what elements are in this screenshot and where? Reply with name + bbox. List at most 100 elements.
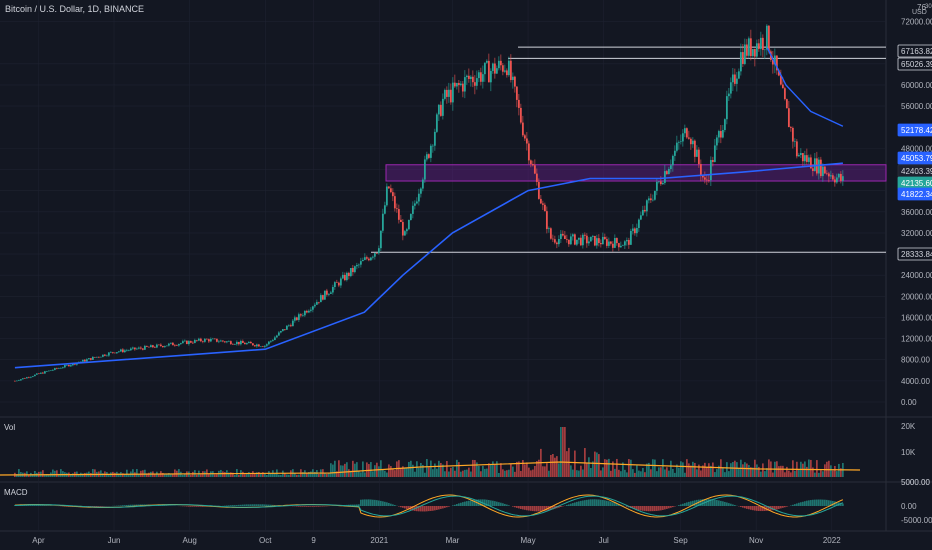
macd-bar bbox=[604, 500, 606, 506]
currency-label[interactable]: USD bbox=[912, 9, 927, 16]
macd-bar bbox=[618, 504, 620, 506]
volume-bar bbox=[348, 469, 350, 477]
candle-body bbox=[291, 320, 294, 327]
price-tag[interactable]: 45053.79 bbox=[897, 151, 932, 165]
volume-bar bbox=[182, 474, 184, 477]
volume-bar bbox=[148, 472, 150, 477]
candle-body bbox=[831, 175, 834, 180]
macd-bar bbox=[390, 503, 392, 506]
macd-bar bbox=[468, 500, 470, 506]
macd-bar bbox=[822, 499, 824, 506]
time-tick-label: Apr bbox=[32, 536, 45, 545]
candle-body bbox=[837, 173, 840, 178]
candle-body bbox=[61, 367, 64, 369]
volume-bar bbox=[576, 470, 578, 477]
macd-bar bbox=[610, 501, 612, 506]
volume-bar bbox=[554, 457, 556, 477]
price-tag-box bbox=[897, 44, 932, 58]
volume-bar bbox=[586, 463, 588, 477]
candle-body bbox=[565, 239, 568, 240]
price-tag[interactable]: 28333.84 bbox=[897, 247, 932, 261]
candle-body bbox=[491, 63, 494, 71]
candle-body bbox=[607, 241, 610, 246]
macd-bar bbox=[836, 501, 838, 506]
volume-bar bbox=[514, 471, 516, 477]
volume-bar bbox=[824, 464, 826, 477]
macd-bar bbox=[670, 506, 672, 508]
volume-bar bbox=[418, 467, 420, 477]
volume-bar bbox=[296, 474, 298, 477]
volume-bar bbox=[334, 460, 336, 477]
candle-body bbox=[379, 230, 382, 249]
volume-bar bbox=[718, 465, 720, 477]
macd-bar bbox=[406, 506, 408, 510]
candle-body bbox=[403, 231, 406, 236]
volume-bar bbox=[666, 467, 668, 477]
volume-bar bbox=[722, 467, 724, 477]
support-zone[interactable] bbox=[385, 164, 887, 182]
macd-bar bbox=[568, 504, 570, 506]
volume-bar bbox=[234, 474, 236, 477]
macd-bar bbox=[824, 499, 826, 506]
volume-bar bbox=[664, 469, 666, 477]
volume-bar bbox=[478, 465, 480, 477]
candle-body bbox=[137, 347, 140, 349]
volume-bar bbox=[538, 459, 540, 477]
candle-series[interactable] bbox=[13, 24, 844, 382]
candle-body bbox=[57, 368, 60, 369]
macd-signal-line[interactable] bbox=[14, 495, 844, 517]
macd-bar bbox=[230, 505, 232, 506]
macd-bar bbox=[202, 506, 204, 507]
macd-bar bbox=[756, 506, 758, 511]
candle-body bbox=[373, 253, 376, 257]
candle-body bbox=[461, 83, 464, 92]
candle-body bbox=[559, 233, 562, 239]
candle-body bbox=[33, 374, 36, 377]
volume-bar bbox=[606, 459, 608, 477]
price-tag[interactable]: 67163.82 bbox=[897, 44, 932, 58]
volume-bar bbox=[244, 474, 246, 477]
volume-bar bbox=[532, 469, 534, 477]
volume-bar bbox=[456, 459, 458, 477]
macd-bar bbox=[832, 500, 834, 506]
price-tag[interactable]: 41822.34 bbox=[897, 187, 932, 201]
volume-pane-label[interactable]: Vol bbox=[4, 423, 16, 432]
volume-bar bbox=[638, 470, 640, 477]
candle-body bbox=[799, 153, 802, 155]
volume-bar bbox=[256, 472, 258, 477]
moving-average-line[interactable] bbox=[14, 162, 843, 369]
symbol-title[interactable]: Bitcoin / U.S. Dollar, 1D, BINANCE bbox=[5, 4, 145, 14]
candle-body bbox=[317, 301, 320, 303]
volume-bar bbox=[570, 465, 572, 477]
candle-body bbox=[761, 37, 764, 50]
price-tag[interactable]: 52178.42 bbox=[897, 123, 932, 137]
price-tag[interactable]: 42403.39 bbox=[897, 164, 932, 178]
macd-bar bbox=[558, 506, 560, 508]
volume-bar bbox=[46, 474, 48, 477]
candle-body bbox=[159, 344, 162, 347]
candle-body bbox=[161, 346, 164, 348]
candle-body bbox=[691, 140, 694, 145]
volume-bar bbox=[54, 470, 56, 477]
candle-body bbox=[257, 344, 260, 347]
candle-body bbox=[207, 339, 210, 342]
price-tag-label: 45053.79 bbox=[901, 154, 932, 163]
candle-body bbox=[433, 131, 436, 146]
price-tag[interactable]: 42135.60 bbox=[897, 176, 932, 190]
macd-bar bbox=[192, 506, 194, 507]
volume-bars[interactable] bbox=[14, 427, 844, 477]
volume-bar bbox=[684, 472, 686, 477]
candle-body bbox=[713, 145, 716, 162]
volume-bar bbox=[94, 469, 96, 477]
volume-bar bbox=[542, 466, 544, 477]
price-tag-label: 42403.39 bbox=[901, 167, 932, 176]
volume-bar bbox=[550, 455, 552, 477]
volume-bar bbox=[162, 472, 164, 477]
macd-bar bbox=[258, 504, 260, 506]
moving-average-short-line[interactable] bbox=[766, 47, 844, 127]
candle-body bbox=[51, 369, 54, 371]
price-tag[interactable]: 65026.39 bbox=[897, 57, 932, 71]
macd-pane-label[interactable]: MACD bbox=[4, 488, 28, 497]
volume-bar bbox=[808, 459, 810, 477]
